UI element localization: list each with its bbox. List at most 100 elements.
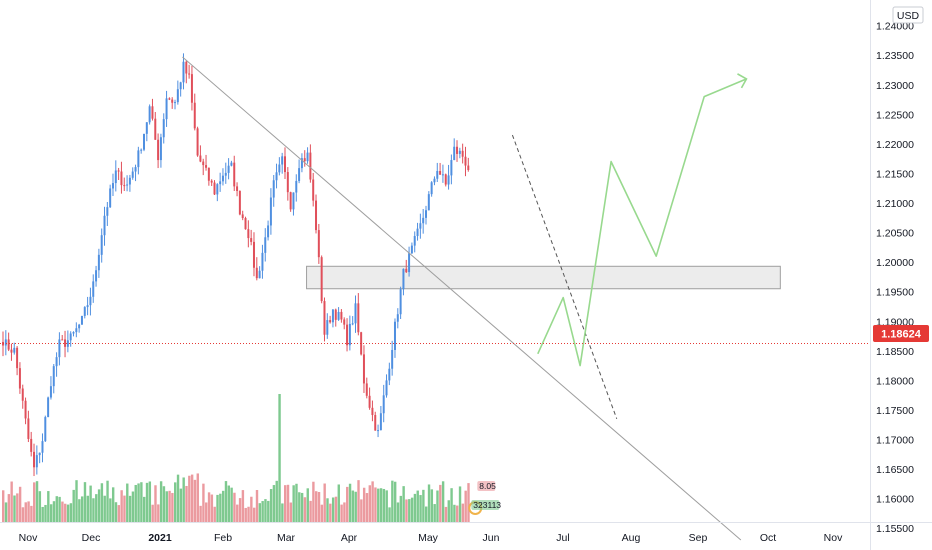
- volume-bar: [467, 483, 470, 522]
- volume-bar: [75, 480, 78, 522]
- candle-body: [109, 188, 112, 208]
- candle-body: [346, 324, 349, 346]
- price-axis[interactable]: 1.24000 1.23500 1.23000 1.22500 1.22000 1.215…: [876, 21, 914, 536]
- candle-body: [238, 190, 241, 215]
- volume-bar: [193, 479, 197, 522]
- candle-body: [205, 165, 208, 168]
- candle-body: [360, 332, 363, 355]
- candle-body: [261, 252, 264, 271]
- volume-bar: [89, 485, 92, 522]
- candle-body: [207, 167, 210, 181]
- volume-bar: [30, 505, 33, 522]
- volume-bar: [278, 394, 281, 522]
- volume-bar: [399, 495, 403, 522]
- candle-body: [193, 102, 196, 129]
- volume-bar: [461, 503, 465, 522]
- candle-body: [159, 137, 162, 161]
- volume-bar: [439, 484, 442, 522]
- candle-body: [86, 305, 89, 308]
- volume-bar: [281, 503, 284, 522]
- volume-bar: [221, 490, 225, 522]
- candle-body: [137, 150, 140, 168]
- candle-body: [306, 152, 309, 162]
- volume-bar: [456, 505, 459, 522]
- volume-bar: [44, 504, 47, 522]
- candle-body: [171, 99, 174, 103]
- volume-bar: [430, 489, 434, 522]
- volume-bar: [230, 487, 233, 522]
- volume-bar: [7, 494, 11, 522]
- candle-body: [66, 340, 69, 347]
- candle-body: [202, 161, 205, 166]
- candle-body: [247, 229, 250, 239]
- volume-bar: [354, 491, 357, 522]
- candle-body: [453, 146, 456, 161]
- candle-body: [27, 418, 30, 439]
- price-tick-label: 1.22000: [876, 139, 914, 151]
- volume-bar: [337, 484, 340, 522]
- volume-bar: [343, 502, 346, 522]
- volume-bar: [233, 492, 236, 522]
- volume-bar: [247, 506, 250, 522]
- candle-body: [72, 332, 75, 334]
- candle-body: [35, 455, 38, 468]
- volume-bar: [97, 489, 101, 522]
- candle-body: [117, 170, 120, 172]
- volume-bar: [450, 488, 453, 522]
- volume-bar: [162, 486, 166, 522]
- volume-bar: [154, 485, 157, 522]
- candle-body: [21, 388, 24, 401]
- candle-body: [224, 172, 227, 176]
- volume-bar: [357, 480, 360, 522]
- last-price-badge-bg: [873, 325, 929, 342]
- volume-bar: [207, 492, 211, 522]
- candle-body: [286, 172, 289, 193]
- candle-body: [441, 174, 444, 176]
- candle-body: [188, 73, 191, 75]
- volume-bar: [379, 488, 383, 522]
- volume-bar: [86, 495, 89, 522]
- candle-body: [165, 98, 168, 120]
- candle-body: [399, 289, 402, 315]
- volume-bar: [227, 485, 230, 522]
- candle-body: [16, 347, 19, 369]
- candle-body: [326, 320, 329, 335]
- candle-body: [439, 171, 442, 175]
- volume-bar: [126, 483, 129, 522]
- time-axis[interactable]: Nov Dec 2021 Feb Mar Apr May Jun Jul Aug Sep Oct Nov: [19, 532, 843, 544]
- volume-bar: [368, 485, 371, 522]
- volume-bar: [315, 491, 318, 522]
- currency-badge[interactable]: [892, 6, 924, 24]
- time-tick-label: Oct: [760, 532, 776, 544]
- volume-bar: [78, 499, 81, 522]
- candle-body: [368, 395, 371, 408]
- price-tick-label: 1.22500: [876, 109, 914, 121]
- volume-bar: [317, 492, 321, 522]
- candle-body: [303, 158, 306, 162]
- volume-bar: [410, 497, 414, 522]
- volume-bar: [441, 481, 445, 522]
- volume-bar: [427, 484, 431, 522]
- candle-body: [157, 139, 160, 161]
- candle-body: [320, 257, 323, 302]
- volume-bar: [111, 487, 115, 522]
- volume-bar: [272, 485, 276, 522]
- candle-body: [61, 339, 64, 341]
- volume-bar: [331, 497, 335, 522]
- volume-bar: [320, 504, 324, 522]
- volume-bar: [298, 492, 301, 522]
- candle-body: [227, 165, 230, 173]
- candle-body: [241, 214, 244, 219]
- volume-bar: [382, 488, 386, 522]
- candle-body: [365, 383, 368, 396]
- dashed-projection-line: [511, 134, 618, 419]
- price-tick-label: 1.21500: [876, 168, 914, 180]
- volume-bar: [27, 501, 30, 522]
- candle-body: [334, 309, 337, 320]
- volume-bar: [436, 490, 439, 522]
- candle-body: [419, 223, 422, 229]
- volume-bar: [306, 488, 309, 522]
- candle-body: [388, 368, 391, 381]
- volume-bar: [33, 482, 36, 522]
